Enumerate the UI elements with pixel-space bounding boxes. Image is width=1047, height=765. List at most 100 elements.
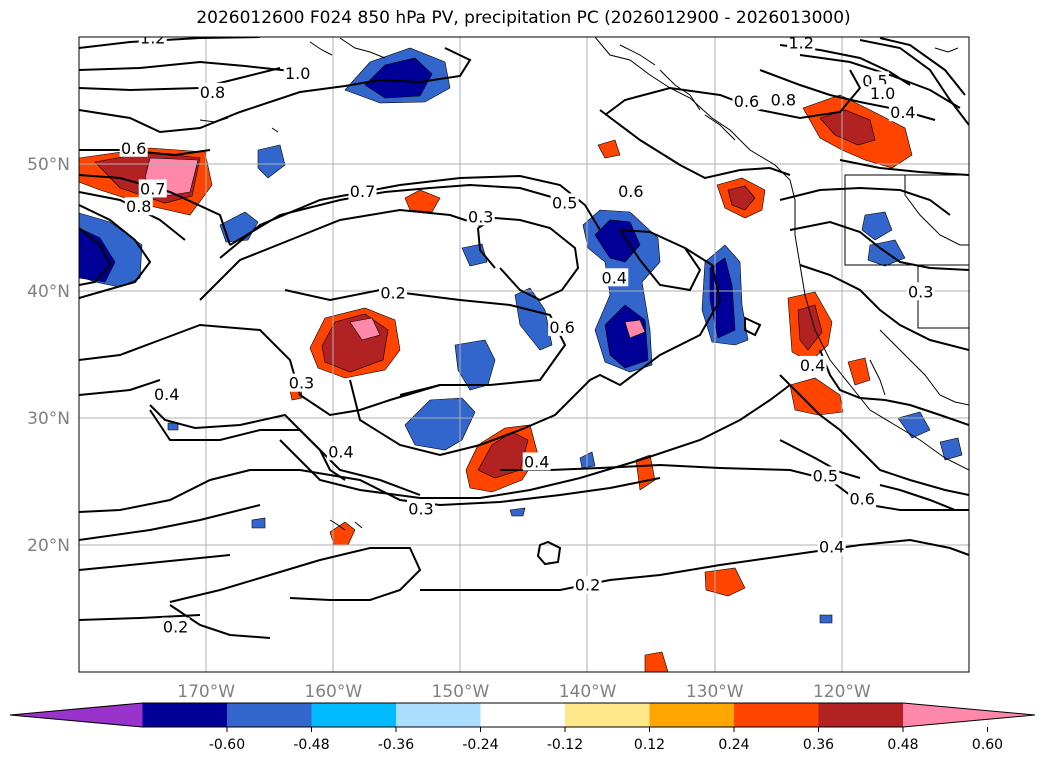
contour-label: 0.7 — [140, 179, 165, 198]
contour-label-bg — [817, 537, 846, 556]
contour-label-bg — [283, 63, 312, 82]
lat-label: 40°N — [27, 282, 70, 302]
map-title: 2026012600 F024 850 hPa PV, precipitatio… — [196, 8, 851, 28]
contour-label: 0.2 — [380, 284, 405, 303]
contour-label-bg — [616, 181, 645, 200]
colorbar-segment — [311, 703, 396, 727]
contour-label: 0.4 — [602, 268, 627, 287]
contour-label: 0.4 — [819, 538, 844, 557]
colorbar-segment — [480, 703, 565, 727]
lon-label: 130°W — [686, 682, 744, 702]
contour-label: 0.8 — [126, 197, 151, 216]
contour-label: 0.2 — [163, 618, 188, 637]
contour-label: 0.4 — [154, 385, 179, 404]
longitude-labels: 170°W 160°W 150°W 140°W 130°W 120°W — [177, 682, 871, 702]
lon-label: 140°W — [559, 682, 617, 702]
contour-label: 1.2 — [140, 28, 165, 47]
precipitation-shading — [79, 47, 963, 672]
contour-label: 1.0 — [870, 84, 895, 103]
contour-label-bg — [161, 617, 190, 636]
colorbar-segment — [565, 703, 650, 727]
contour-label-bg — [138, 179, 167, 198]
contour-label: 0.7 — [350, 182, 375, 201]
contour-label: 1.0 — [285, 64, 310, 83]
lat-label: 30°N — [27, 409, 70, 429]
contour-labels: 1.21.00.80.60.70.80.70.50.30.40.20.60.40… — [119, 28, 935, 637]
contour-label-bg — [124, 197, 153, 216]
contour-label: 0.3 — [408, 499, 433, 518]
colorbar-segment — [227, 703, 312, 727]
contour-label: 0.6 — [734, 92, 759, 111]
contour-label: 0.6 — [549, 318, 574, 337]
lat-label: 20°N — [27, 536, 70, 556]
contour-label: 0.8 — [771, 91, 796, 110]
colorbar-segment — [396, 703, 481, 727]
colorbar-tick-label: 0.12 — [634, 737, 665, 753]
colorbar-tick-label: 0.24 — [718, 737, 749, 753]
contour-label: 0.5 — [552, 193, 577, 212]
contour-label-bg — [769, 90, 798, 109]
contour-label-bg — [348, 181, 377, 200]
colorbar-tick-label: -0.60 — [209, 737, 245, 753]
contour-label-bg — [287, 373, 316, 392]
contour-label: 0.4 — [328, 442, 353, 461]
colorbar-tick-label: 0.60 — [972, 737, 1003, 753]
contour-label-bg — [811, 466, 840, 485]
contour-label: 0.8 — [200, 83, 225, 102]
plot-frame — [78, 36, 970, 673]
lon-label: 120°W — [813, 682, 871, 702]
contour-label-bg — [868, 84, 897, 103]
contour-label-bg — [379, 283, 408, 302]
colorbar-tick-label: -0.36 — [378, 737, 414, 753]
lat-label: 50°N — [27, 155, 70, 175]
contour-label-bg — [152, 385, 181, 404]
contour-label: 0.3 — [468, 207, 493, 226]
contour-label: 0.3 — [908, 282, 933, 301]
contour-label: 0.4 — [800, 356, 825, 375]
colorbar-tick-label: -0.48 — [293, 737, 329, 753]
contour-label: 0.6 — [618, 182, 643, 201]
contour-label: 0.6 — [121, 139, 146, 158]
colorbar-tick-label: -0.24 — [462, 737, 498, 753]
contour-label-bg — [119, 138, 148, 157]
colorbar-segment — [734, 703, 819, 727]
colorbar: -0.60 -0.48 -0.36 -0.24 -0.12 0.12 0.24 0.36 0.4… — [9, 702, 1036, 753]
contour-label-bg — [906, 282, 935, 301]
colorbar-extend-max — [903, 703, 1035, 727]
colorbar-tick-label: 0.48 — [887, 737, 918, 753]
contour-label-bg — [573, 575, 602, 594]
contour-label-bg — [798, 355, 827, 374]
contour-label-bg — [407, 499, 436, 518]
colorbar-outline — [9, 702, 1036, 728]
contour-label-bg — [548, 317, 577, 336]
contour-label: 0.4 — [890, 103, 915, 122]
colorbar-tick-label: 0.36 — [803, 737, 834, 753]
contour-label-bg — [888, 103, 917, 122]
contour-label-bg — [198, 82, 227, 101]
contour-label-bg — [522, 452, 551, 471]
contour-label: 0.3 — [289, 374, 314, 393]
latitude-labels: 50°N 40°N 30°N 20°N — [27, 155, 70, 556]
colorbar-segment — [649, 703, 734, 727]
contour-label-bg — [326, 442, 355, 461]
contour-label: 0.2 — [575, 576, 600, 595]
contour-label-bg — [600, 268, 629, 287]
contour-label: 0.6 — [849, 489, 874, 508]
lon-label: 170°W — [177, 682, 235, 702]
colorbar-segment — [818, 703, 903, 727]
lon-label: 150°W — [432, 682, 490, 702]
contour-label: 0.4 — [524, 452, 549, 471]
colorbar-tick-label: -0.12 — [547, 737, 583, 753]
contour-label-bg — [550, 193, 579, 212]
contour-label: 1.2 — [788, 33, 813, 52]
contour-label-bg — [138, 37, 167, 47]
contour-label-bg — [466, 207, 495, 226]
contour-label-bg — [732, 91, 761, 110]
contour-label-bg — [848, 489, 877, 508]
lon-label: 160°W — [304, 682, 362, 702]
contour-label: 0.5 — [813, 466, 838, 485]
colorbar-segment — [142, 703, 227, 727]
plot-area — [79, 37, 969, 672]
contour-label-bg — [787, 37, 816, 52]
